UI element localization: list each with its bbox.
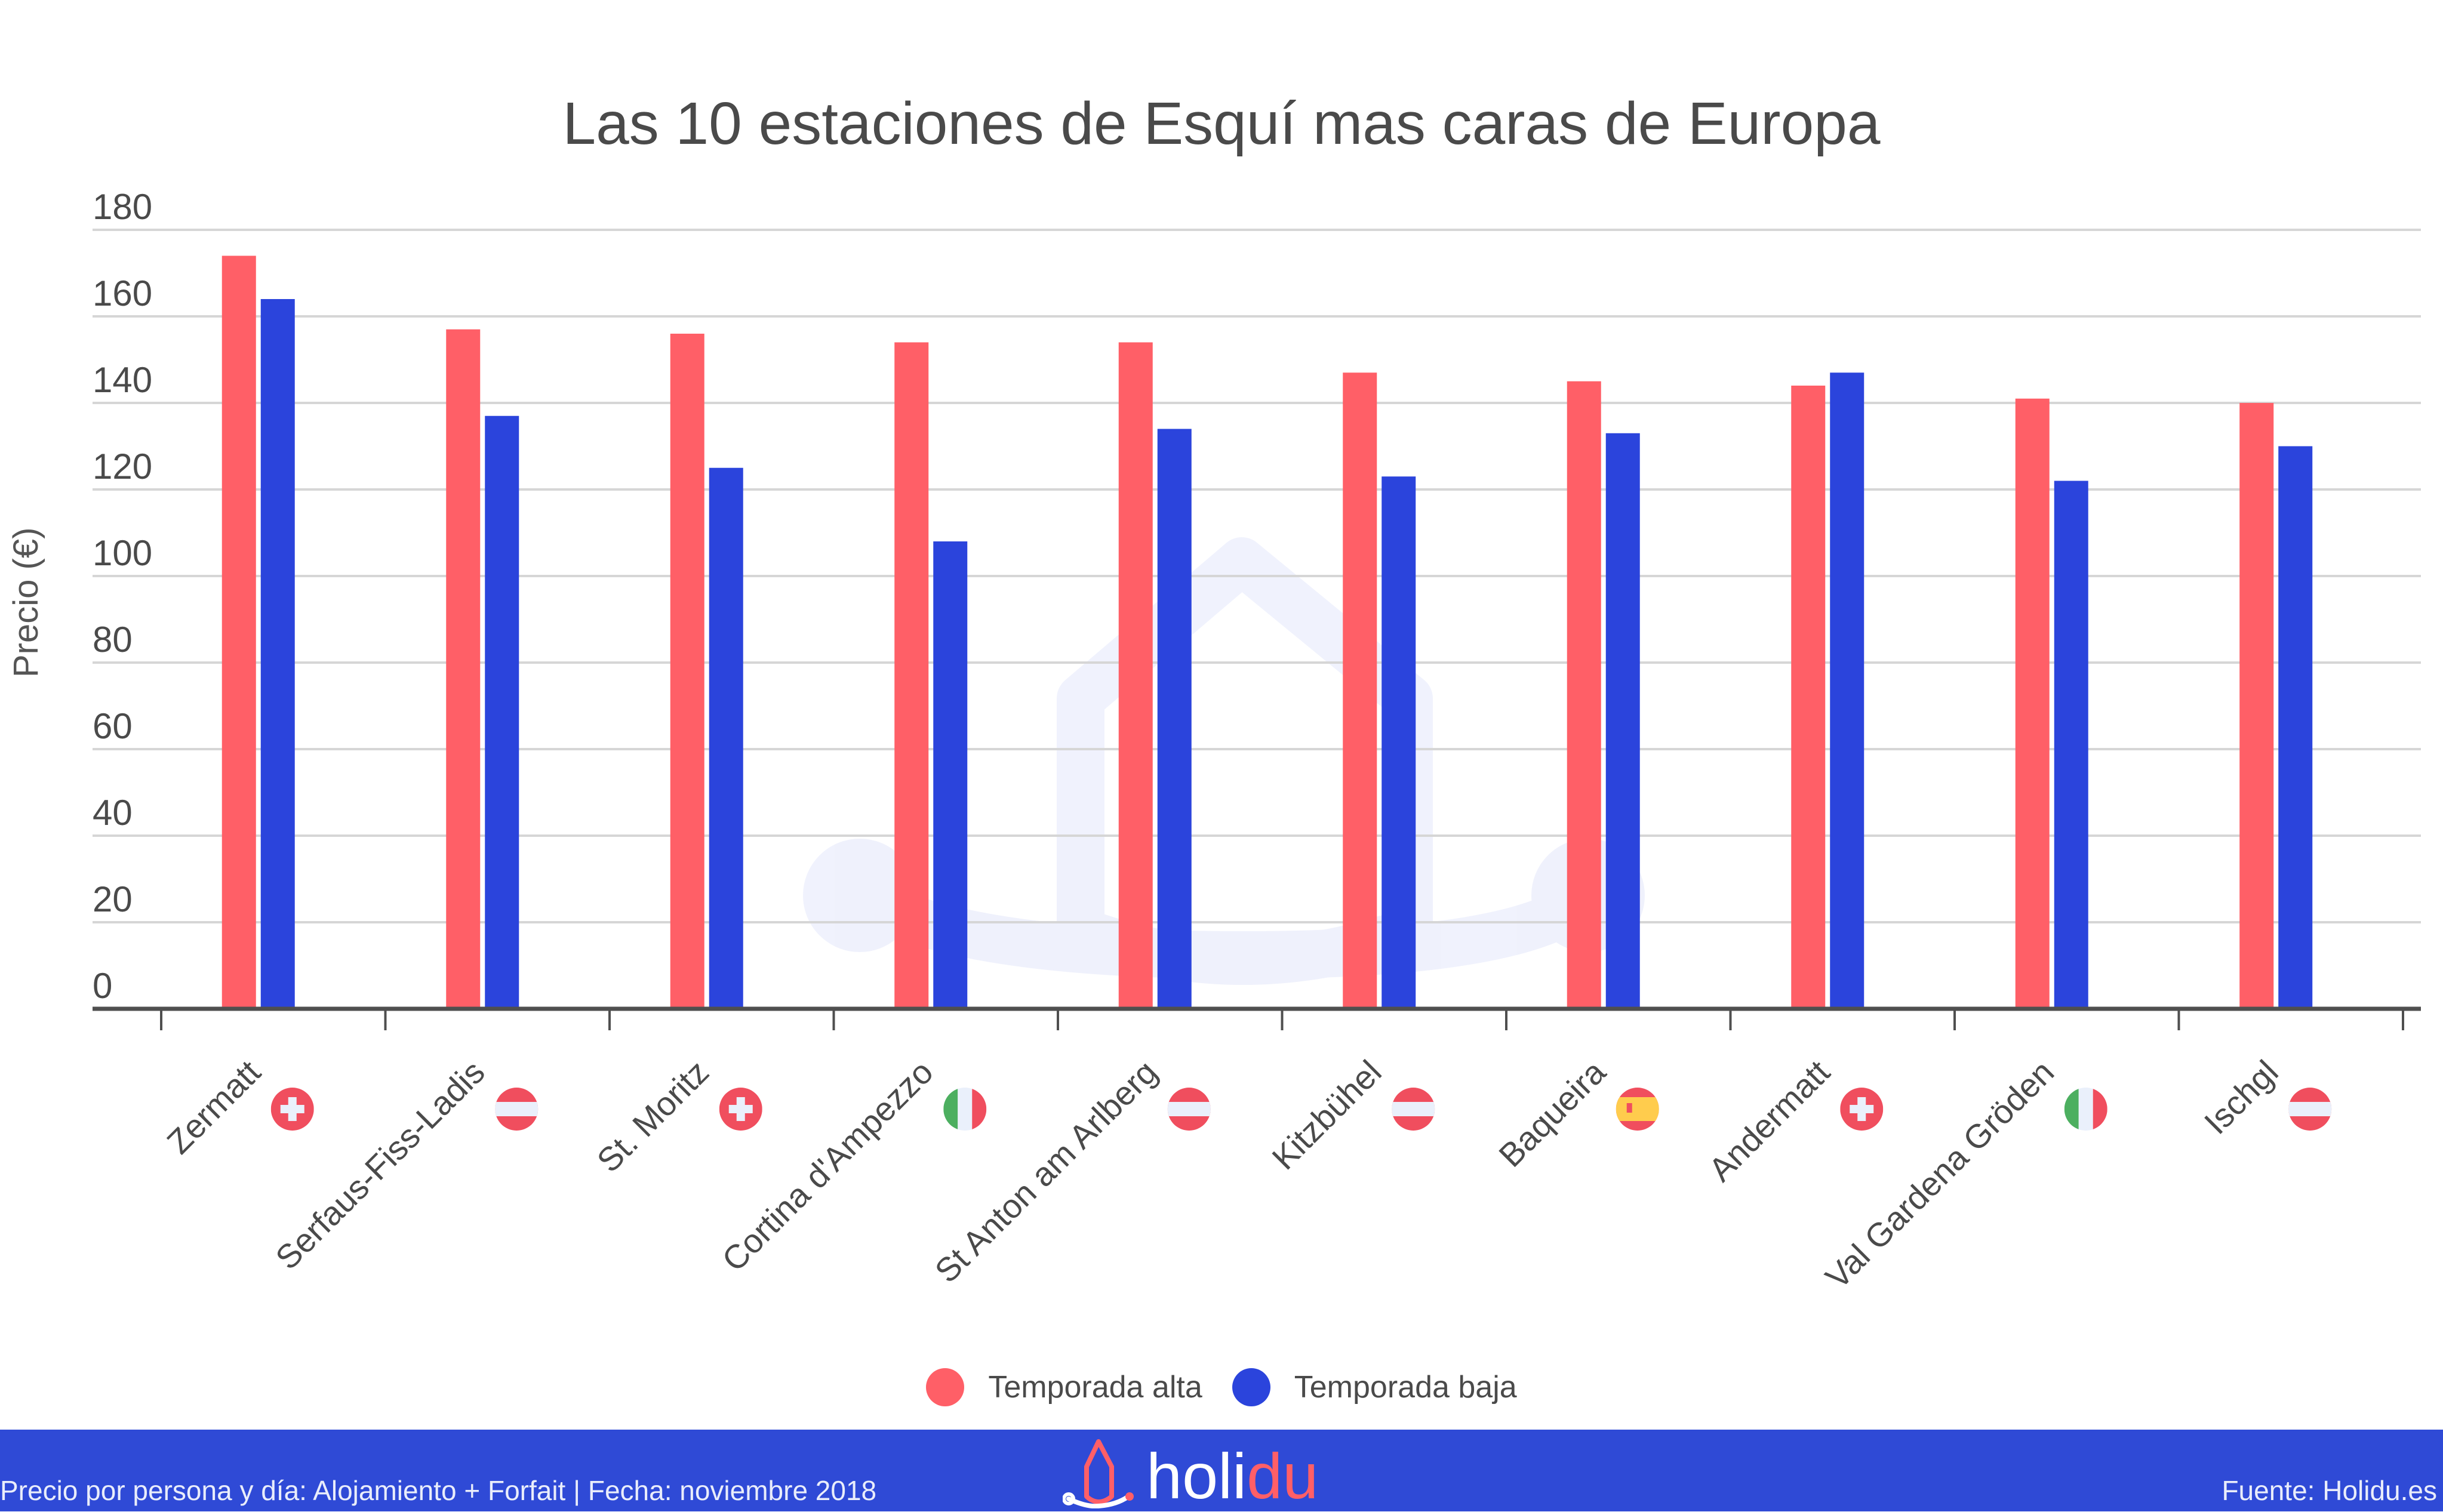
- y-tick-label: 180: [93, 187, 152, 227]
- switzerland-flag-icon: [270, 1088, 314, 1131]
- y-tick-label: 80: [93, 620, 133, 660]
- footer-bar: Precio por persona y día: Alojamiento + …: [0, 1430, 2443, 1511]
- austria-flag-icon: [1392, 1088, 1435, 1131]
- footer-note: Precio por persona y día: Alojamiento + …: [0, 1475, 877, 1506]
- bar-temporada-baja[interactable]: [1157, 429, 1192, 1009]
- bar-temporada-alta[interactable]: [1343, 372, 1377, 1009]
- bar-temporada-alta[interactable]: [1791, 386, 1826, 1009]
- legend: Temporada alta Temporada baja: [0, 1368, 2443, 1406]
- brand-name: holidu: [1146, 1444, 1318, 1508]
- holidu-logo[interactable]: holidu: [1063, 1437, 1318, 1508]
- y-tick-label: 100: [93, 533, 152, 573]
- legend-item-temporada-baja[interactable]: Temporada baja: [1232, 1368, 1517, 1406]
- holidu-house-icon: [1063, 1439, 1134, 1508]
- x-tick-label: Serfaus-Fiss-Ladis: [268, 1053, 492, 1277]
- italy-flag-icon: [943, 1088, 987, 1131]
- italy-flag-icon: [2064, 1088, 2107, 1131]
- legend-label: Temporada baja: [1294, 1370, 1517, 1405]
- bar-temporada-alta[interactable]: [1567, 381, 1601, 1009]
- x-tick-label: Ischgl: [2197, 1053, 2285, 1141]
- x-tick-label: St. Moritz: [589, 1053, 716, 1180]
- bar-temporada-alta[interactable]: [894, 342, 929, 1009]
- y-tick-label: 120: [93, 446, 152, 486]
- bar-temporada-baja[interactable]: [1382, 476, 1416, 1009]
- brand-name-accent: du: [1247, 1440, 1319, 1512]
- bar-temporada-baja[interactable]: [485, 415, 519, 1009]
- legend-item-temporada-alta[interactable]: Temporada alta: [926, 1368, 1202, 1406]
- bar-temporada-baja[interactable]: [1830, 372, 1864, 1009]
- bar-temporada-alta[interactable]: [221, 255, 256, 1009]
- y-tick-label: 140: [93, 360, 152, 400]
- bar-temporada-alta[interactable]: [1118, 342, 1153, 1009]
- x-tick-label: Andermatt: [1702, 1053, 1838, 1189]
- bar-temporada-baja[interactable]: [709, 467, 743, 1009]
- switzerland-flag-icon: [719, 1088, 762, 1131]
- chart-title: Las 10 estaciones de Esquí mas caras de …: [562, 90, 1881, 157]
- source-label: Fuente: Holidu.es: [2222, 1475, 2437, 1506]
- bar-temporada-baja[interactable]: [1605, 433, 1640, 1009]
- austria-flag-icon: [495, 1088, 539, 1131]
- bar-temporada-alta[interactable]: [670, 334, 704, 1009]
- switzerland-flag-icon: [1840, 1088, 1884, 1131]
- y-tick-label: 40: [93, 793, 133, 833]
- bar-temporada-baja[interactable]: [933, 541, 968, 1009]
- austria-flag-icon: [2288, 1088, 2332, 1131]
- legend-marker-blue-icon: [1232, 1368, 1270, 1406]
- y-tick-label: 160: [93, 273, 152, 313]
- bar-temporada-baja[interactable]: [260, 299, 295, 1009]
- legend-label: Temporada alta: [988, 1370, 1202, 1405]
- x-tick-label: Kitzbühel: [1264, 1053, 1388, 1177]
- bar-temporada-alta[interactable]: [2239, 403, 2274, 1009]
- y-tick-label: 0: [93, 966, 112, 1006]
- austria-flag-icon: [1167, 1088, 1211, 1131]
- x-tick-label: Zermatt: [159, 1053, 267, 1161]
- y-tick-label: 20: [93, 879, 133, 919]
- bar-temporada-alta[interactable]: [446, 329, 481, 1009]
- bar-temporada-baja[interactable]: [2278, 446, 2313, 1009]
- bar-temporada-baja[interactable]: [2054, 481, 2088, 1009]
- x-tick-label: Cortina d'Ampezzo: [715, 1053, 940, 1279]
- spain-flag-icon: [1616, 1088, 1659, 1131]
- bar-temporada-alta[interactable]: [2015, 398, 2050, 1009]
- y-tick-label: 60: [93, 706, 133, 746]
- x-tick-label: Baqueira: [1491, 1052, 1613, 1174]
- y-axis-label: Precio (€): [7, 527, 45, 678]
- brand-name-main: holi: [1146, 1440, 1247, 1512]
- legend-marker-red-icon: [926, 1368, 965, 1406]
